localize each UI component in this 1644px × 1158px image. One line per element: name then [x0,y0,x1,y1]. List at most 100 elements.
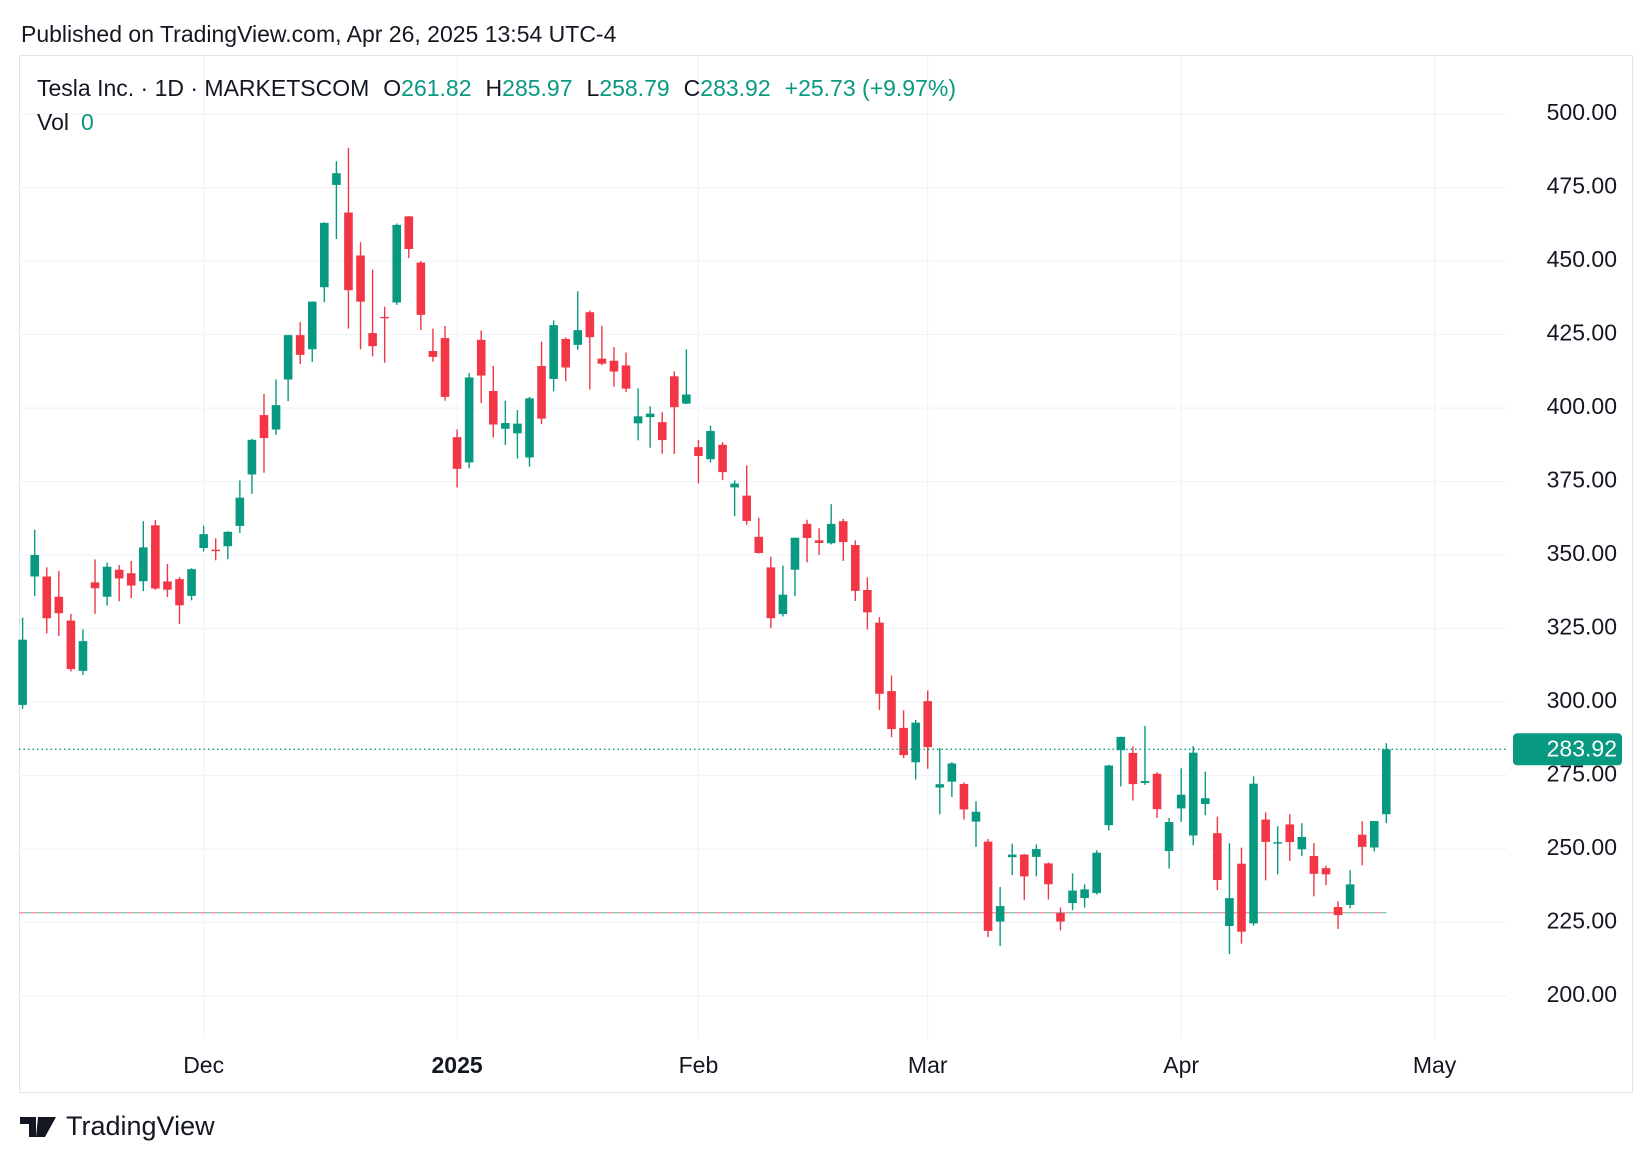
candle-body [332,173,341,185]
candle-body [1213,833,1222,881]
legend-change: +25.73 (+9.97%) [785,75,956,101]
legend-key: L [587,75,600,101]
candle-body [513,423,522,434]
candle-body [657,422,667,441]
y-tick-label: 250.00 [1547,834,1617,860]
candle-body [320,222,329,288]
candle-body [875,622,884,694]
candle-body [790,537,800,570]
candle-body [199,534,208,548]
legend-value: 285.97 [502,75,572,101]
candle-body [1019,854,1029,877]
candle-body [66,620,76,670]
published-note: Published on TradingView.com, Apr 26, 20… [21,21,617,47]
legend-value: 283.92 [700,75,770,101]
x-tick-label: Mar [908,1052,948,1078]
candle-body [573,330,583,345]
last-price-badge [1513,733,1622,766]
candle-body [802,523,812,538]
candle-body [694,447,703,456]
candle-body [1200,798,1210,805]
candle-body [476,339,486,376]
candle-body [235,497,245,526]
logo-mark [20,1117,56,1137]
candle-body [561,338,570,368]
y-tick-label: 500.00 [1547,99,1617,125]
candle-body [1176,794,1186,809]
y-tick-label: 475.00 [1547,173,1617,199]
candle-body [983,841,993,931]
candle-body [1164,822,1174,852]
candle-body [718,444,727,473]
candle-body [392,224,402,303]
candle-body [440,338,450,397]
candle-body [1044,863,1053,885]
brand-name: TradingView [66,1111,215,1141]
candle-body [139,547,148,582]
candle-body [1309,856,1319,874]
y-tick-label: 400.00 [1547,393,1617,419]
candle-body [428,351,438,357]
candle-body [488,390,498,425]
candle-body [754,536,764,553]
candle-body [1345,884,1355,905]
legend-value: 258.79 [599,75,669,101]
candle-body [1382,749,1391,815]
candle-body [621,365,631,389]
candle-body [766,567,776,619]
candle-body [851,545,860,591]
y-tick-label: 350.00 [1547,540,1617,566]
candle-body [259,415,269,439]
candle-body [102,566,112,597]
candle-body [814,540,824,543]
y-tick-label: 425.00 [1547,320,1617,346]
candle-body [175,579,184,606]
candle-body [1116,736,1126,751]
candle-body [923,701,933,748]
x-tick-label: May [1413,1052,1457,1078]
candle-body [1333,907,1343,916]
candle-body [271,405,281,430]
candle-body [1068,890,1077,904]
legend-symbol: Tesla Inc. · 1D · MARKETSCOM [37,75,369,101]
candle-body [730,483,739,488]
candle-body [706,430,715,460]
candle-body [669,376,679,408]
candle-body [959,784,969,810]
x-tick-label: Dec [183,1052,224,1078]
candle-body [1369,821,1379,848]
axes: 200.00225.00250.00275.00300.00325.00350.… [183,99,1622,1078]
candle-body [368,333,377,347]
candle-body [1104,765,1114,826]
candle-body [597,358,607,364]
candle-body [585,312,595,338]
candle-body [283,335,293,380]
candle-body [404,216,414,250]
legend-key: O [383,75,401,101]
x-tick-label: 2025 [431,1052,482,1078]
legend-value: 261.82 [401,75,471,101]
y-tick-label: 325.00 [1547,614,1617,640]
volume-line: Vol 0 [37,109,94,135]
candle-body [1128,752,1138,785]
candle-body [826,523,836,544]
candle-body [151,525,160,589]
candle-body [307,301,317,350]
candle-body [223,531,233,547]
candle-body [971,811,981,822]
candle-body [416,262,426,315]
candle-body [1237,863,1246,932]
candle-body [682,394,691,404]
candle-body [114,569,124,579]
candle-body [1321,868,1331,875]
y-tick-label: 200.00 [1547,981,1617,1007]
candle-body [1092,852,1101,894]
legend-value: 0 [81,109,94,135]
candle-body [78,641,88,671]
candle-body [549,325,558,379]
candle-body [187,569,196,596]
candle-body [1056,913,1065,922]
y-tick-label: 225.00 [1547,908,1617,934]
